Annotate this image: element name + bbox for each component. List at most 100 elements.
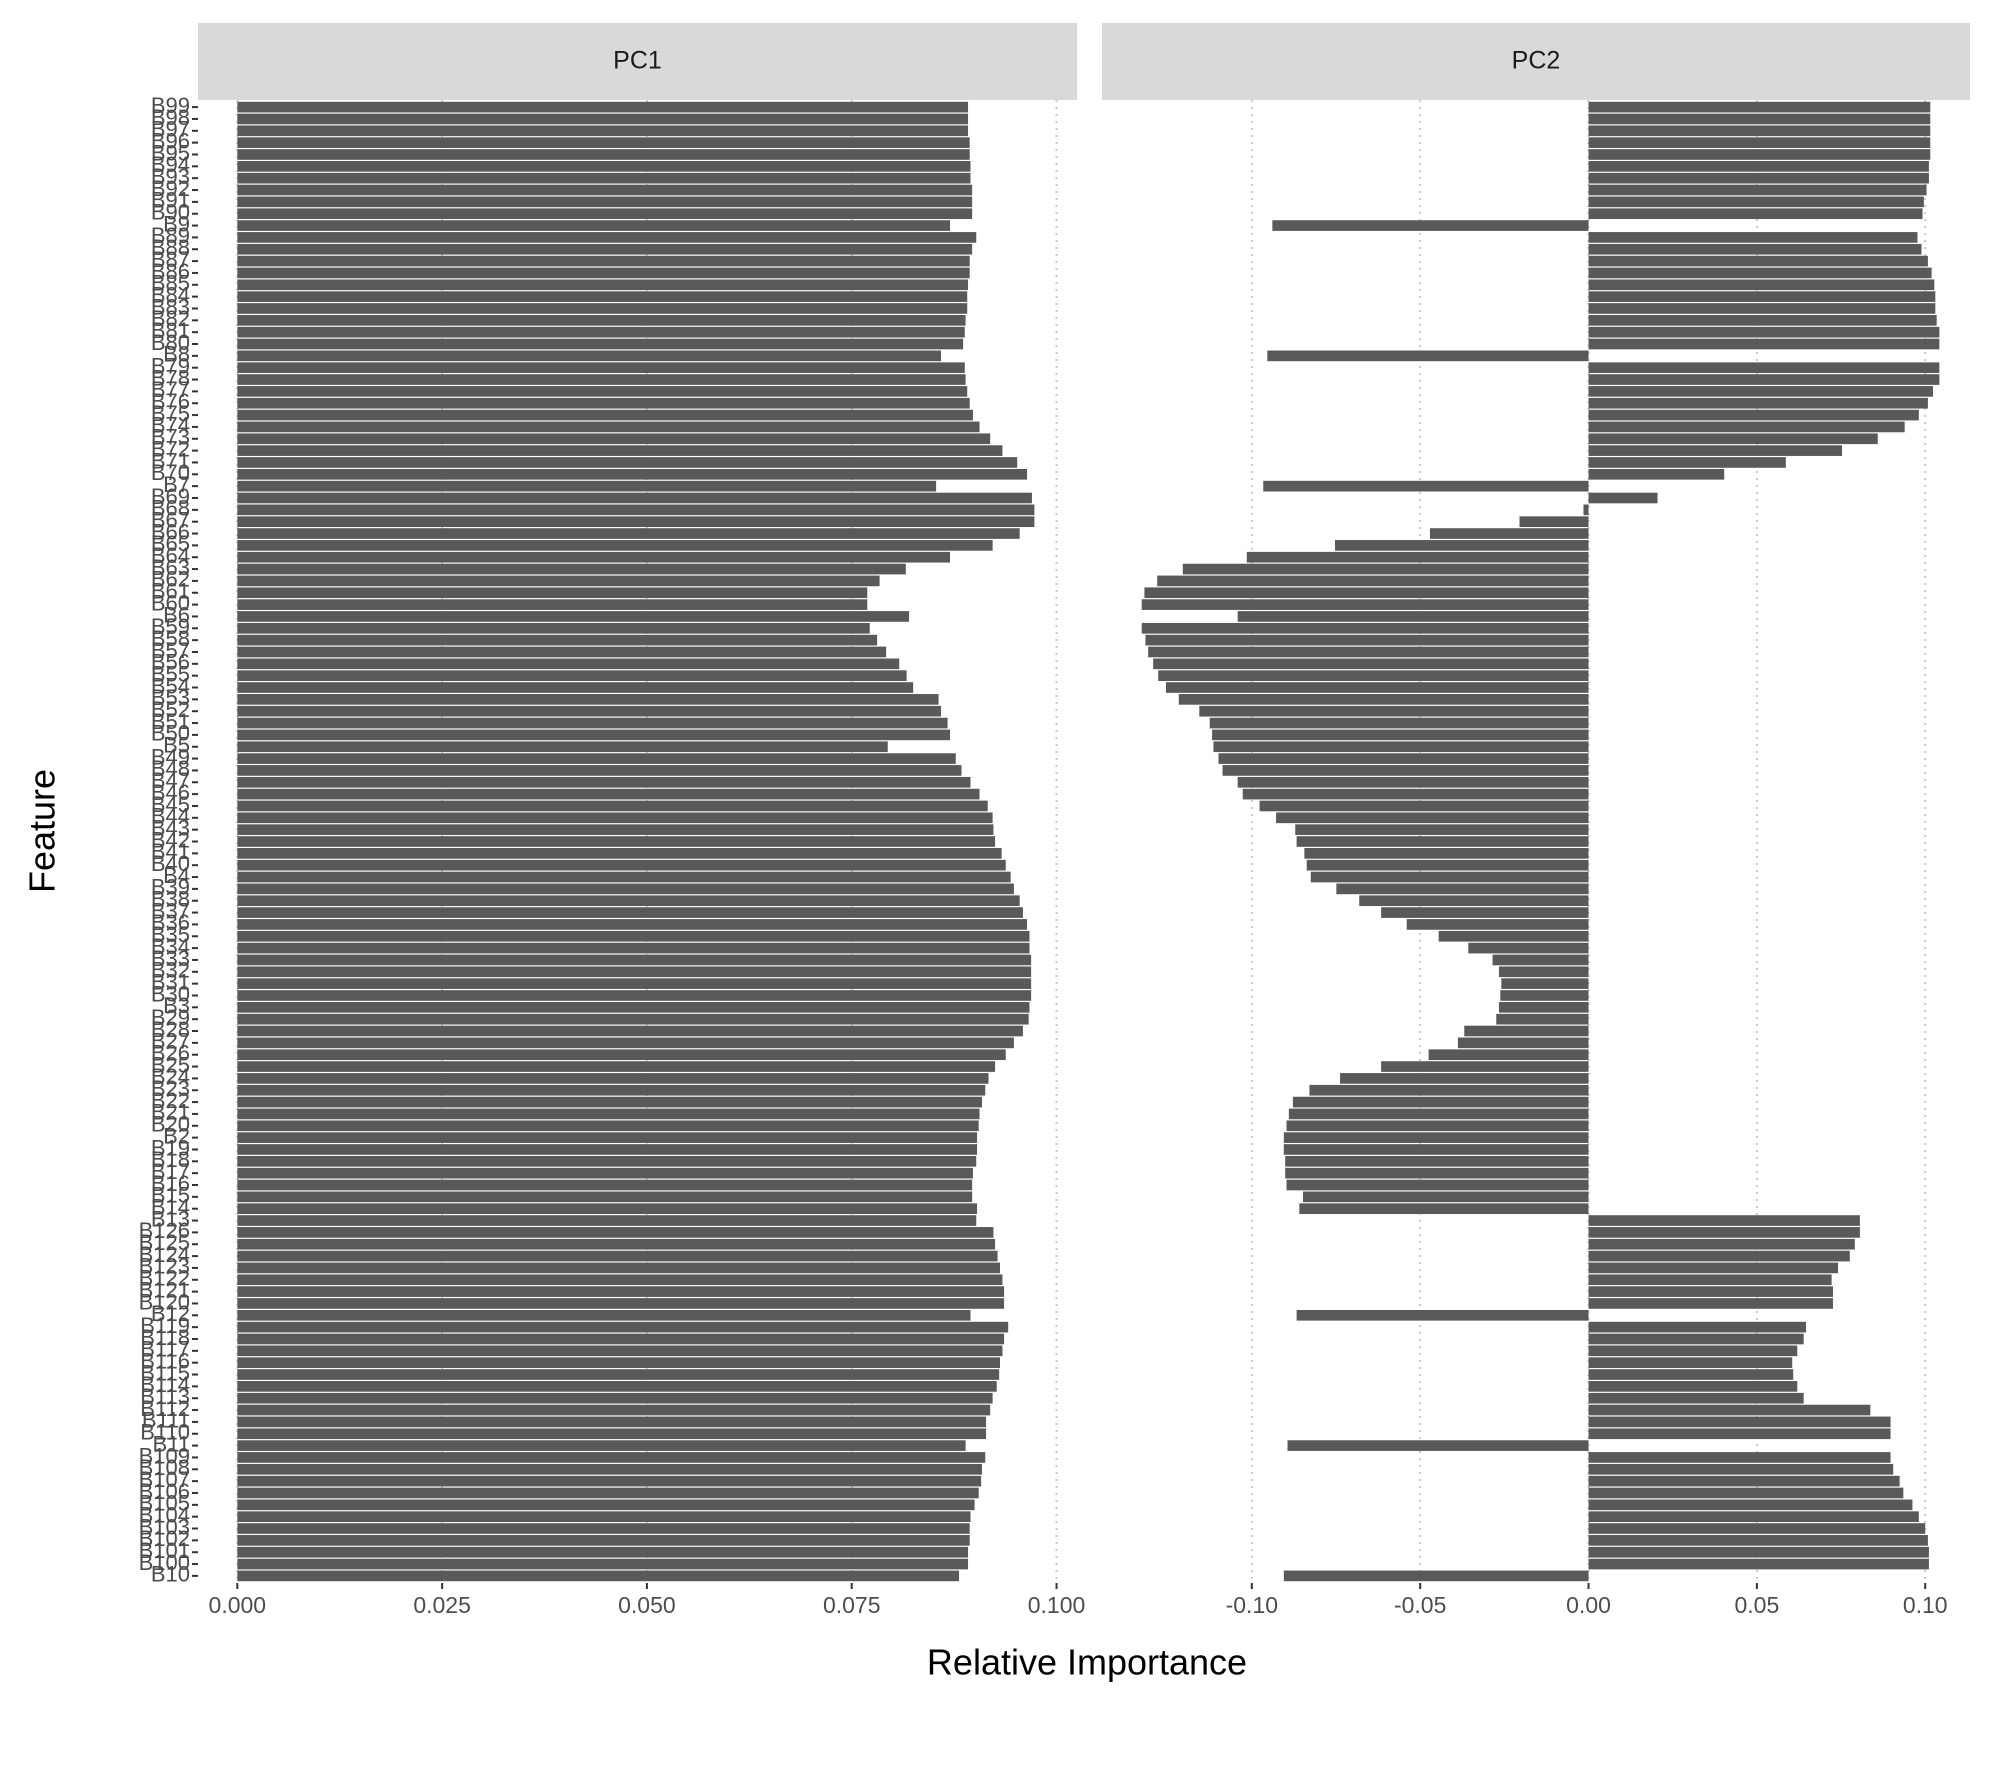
bar <box>1588 1215 1860 1226</box>
y-tick-label: B77 <box>151 377 190 402</box>
bar <box>237 1416 987 1428</box>
y-tick-label: B6 <box>163 602 190 627</box>
bar <box>237 1499 975 1511</box>
x-tick-label: 0.050 <box>618 1592 676 1618</box>
bar <box>1588 1357 1793 1369</box>
bar <box>1588 1250 1850 1262</box>
bar <box>1438 930 1589 942</box>
bar <box>237 1404 991 1416</box>
bar <box>237 480 937 492</box>
bar <box>237 1546 969 1558</box>
bar <box>237 670 907 681</box>
bar <box>1588 457 1786 468</box>
bar <box>1334 540 1589 551</box>
bar <box>1182 563 1589 575</box>
y-tick-label: B24 <box>151 1064 190 1089</box>
y-tick-label: B16 <box>151 1171 190 1196</box>
bar <box>1145 634 1589 646</box>
y-tick-label: B14 <box>151 1195 190 1220</box>
y-tick-label: B17 <box>151 1159 190 1184</box>
bar <box>1299 1203 1589 1215</box>
bar <box>1283 1144 1589 1155</box>
y-tick-label: B107 <box>139 1467 190 1492</box>
bar <box>237 1073 989 1084</box>
y-tick-label: B83 <box>151 294 190 319</box>
bar <box>1588 1274 1832 1286</box>
y-tick-label: B56 <box>151 650 190 675</box>
bar <box>1496 1013 1589 1025</box>
bar <box>1498 966 1589 978</box>
bar <box>1209 717 1589 729</box>
bar <box>237 314 966 326</box>
bar <box>1288 1108 1589 1120</box>
y-tick-label: B79 <box>151 354 190 379</box>
bar <box>237 1049 1006 1061</box>
bar <box>237 1523 970 1534</box>
strip <box>198 23 1077 100</box>
y-tick-label: B105 <box>139 1491 190 1516</box>
y-tick-label: B125 <box>139 1230 190 1255</box>
y-tick-label: B63 <box>151 555 190 580</box>
x-tick-label: 0.100 <box>1028 1592 1086 1618</box>
y-tick-label: B88 <box>151 235 190 260</box>
bar <box>1296 836 1589 847</box>
bar <box>237 125 969 137</box>
bar <box>237 1535 970 1546</box>
x-tick-label: -0.05 <box>1394 1592 1446 1618</box>
y-tick-label: B76 <box>151 389 190 414</box>
bar <box>237 694 939 705</box>
bar <box>1588 243 1922 255</box>
y-tick-label: B51 <box>151 709 190 734</box>
bar <box>1588 492 1658 504</box>
bar <box>237 137 970 148</box>
bar <box>1381 1061 1589 1072</box>
bar <box>237 1487 979 1499</box>
y-tick-label: B117 <box>140 1337 190 1362</box>
bar <box>1498 1002 1589 1013</box>
bar <box>1212 729 1589 741</box>
y-tick-label: B126 <box>139 1218 190 1243</box>
bar <box>237 1037 1014 1049</box>
bar <box>237 1013 1029 1025</box>
bar <box>237 1381 997 1392</box>
y-tick-label: B124 <box>139 1242 190 1267</box>
bar <box>237 1345 1003 1357</box>
y-tick-label: B4 <box>163 863 190 888</box>
bar <box>237 788 980 800</box>
bar <box>237 504 1035 516</box>
bar <box>1588 137 1931 148</box>
bar <box>1276 812 1589 824</box>
bar <box>1588 1428 1891 1440</box>
y-tick-label: B22 <box>151 1088 190 1113</box>
bar <box>237 267 970 279</box>
y-tick-label: B25 <box>151 1052 190 1077</box>
bar <box>237 919 1028 930</box>
bar <box>237 634 878 646</box>
y-tick-label: B122 <box>139 1266 190 1291</box>
bar <box>237 717 948 729</box>
bar <box>1157 575 1589 587</box>
y-tick-label: B113 <box>140 1384 190 1409</box>
y-tick-label: B100 <box>139 1550 190 1575</box>
bar <box>1588 149 1931 160</box>
y-tick-label: B64 <box>151 543 190 568</box>
y-tick-label: B11 <box>152 1431 190 1456</box>
bar <box>237 1025 1023 1037</box>
bar <box>237 563 906 575</box>
bar <box>237 1179 973 1191</box>
bar <box>1588 172 1929 184</box>
y-tick-label: B108 <box>139 1455 190 1480</box>
bar <box>1222 765 1589 776</box>
y-tick-label: B84 <box>151 282 190 307</box>
bar <box>1588 1511 1919 1522</box>
bar <box>237 575 880 587</box>
y-tick-label: B89 <box>151 223 190 248</box>
bar <box>1588 279 1935 291</box>
bar <box>1588 1381 1798 1392</box>
bar <box>1218 753 1589 764</box>
bar <box>237 1096 982 1108</box>
bar <box>237 1155 977 1167</box>
bar <box>1588 338 1940 350</box>
y-tick-label: B121 <box>139 1277 190 1302</box>
bar <box>237 1215 977 1226</box>
